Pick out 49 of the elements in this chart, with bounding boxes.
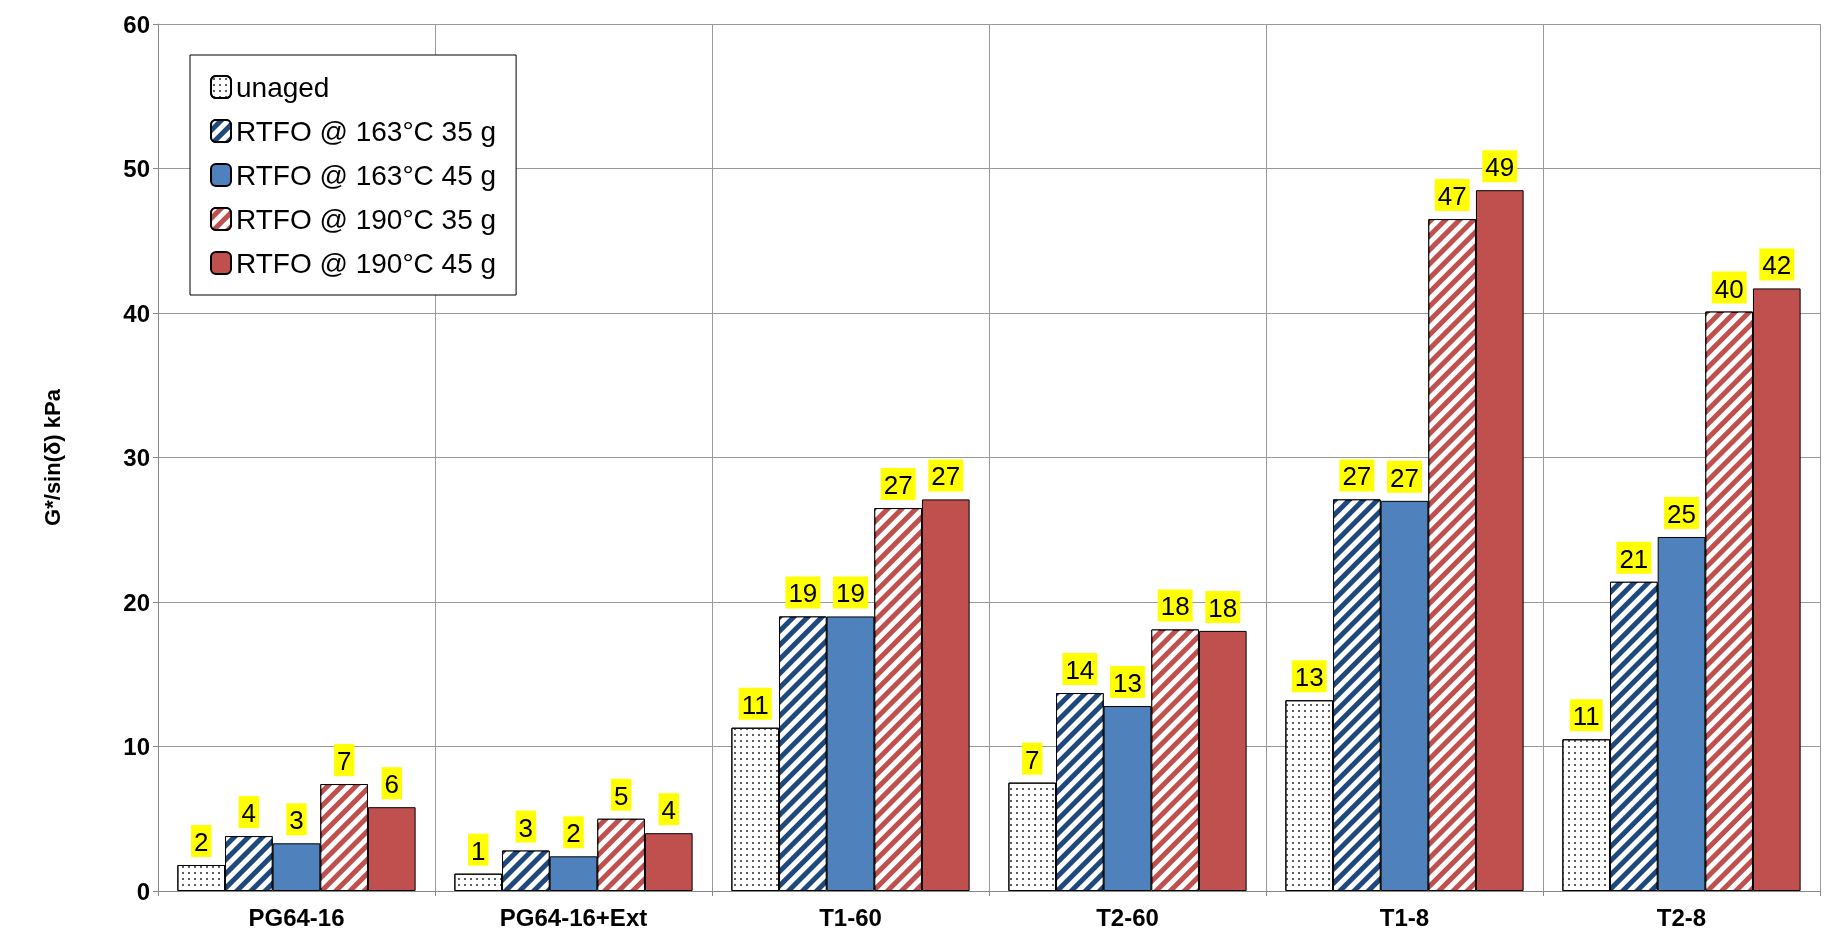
data-label: 25 (1667, 498, 1696, 529)
x-tick-label: PG64-16 (248, 903, 345, 931)
data-label: 27 (883, 470, 913, 501)
data-label: 27 (931, 461, 961, 492)
x-tick-label: PG64-16+Ext (499, 903, 648, 931)
data-label: 4 (241, 798, 257, 829)
data-label: 7 (1024, 744, 1040, 775)
data-label: 14 (1065, 655, 1095, 686)
data-label: 7 (336, 746, 352, 777)
data-label: 21 (1619, 543, 1649, 574)
legend-label: unaged (236, 71, 330, 103)
legend-label: RTFO @ 190°C 45 g (236, 247, 497, 279)
data-label: 2 (566, 818, 581, 849)
data-label: 6 (384, 769, 400, 800)
y-axis-title: G*/sin(δ) kPa (39, 388, 65, 526)
data-label: 27 (1390, 462, 1419, 493)
legend-label: RTFO @ 190°C 35 g (236, 203, 497, 235)
data-label: 3 (518, 812, 534, 843)
data-label: 49 (1485, 152, 1515, 183)
y-tick-label: 20 (123, 588, 150, 616)
y-tick-label: 10 (123, 733, 150, 760)
x-tick-label: T1-60 (819, 903, 882, 931)
legend-label: RTFO @ 163°C 45 g (236, 159, 497, 191)
y-tick-label: 30 (123, 444, 150, 471)
data-label: 3 (289, 805, 304, 836)
y-tick-label: 0 (136, 877, 150, 905)
legend-label: RTFO @ 163°C 35 g (236, 115, 497, 147)
x-tick-label: T2-8 (1656, 903, 1707, 931)
y-tick-label: 40 (123, 299, 150, 327)
data-label: 19 (788, 578, 818, 609)
data-label: 27 (1342, 461, 1372, 492)
y-tick-label: 60 (123, 10, 150, 38)
data-label: 13 (1113, 668, 1142, 699)
data-label: 11 (741, 689, 769, 720)
data-label: 4 (661, 795, 677, 826)
data-label: 11 (1572, 701, 1600, 732)
data-label: 2 (193, 826, 209, 857)
data-label: 18 (1208, 592, 1238, 623)
data-label: 18 (1160, 591, 1190, 622)
x-tick-label: T2-60 (1096, 903, 1159, 931)
data-label: 19 (836, 578, 865, 609)
data-label: 47 (1437, 181, 1467, 212)
data-label: 40 (1714, 273, 1744, 304)
data-label: 1 (470, 835, 486, 866)
y-tick-label: 50 (123, 155, 150, 182)
data-label: 5 (613, 780, 629, 811)
data-label: 42 (1762, 250, 1792, 281)
x-tick-label: T1-8 (1379, 903, 1430, 931)
data-label: 13 (1294, 662, 1324, 693)
